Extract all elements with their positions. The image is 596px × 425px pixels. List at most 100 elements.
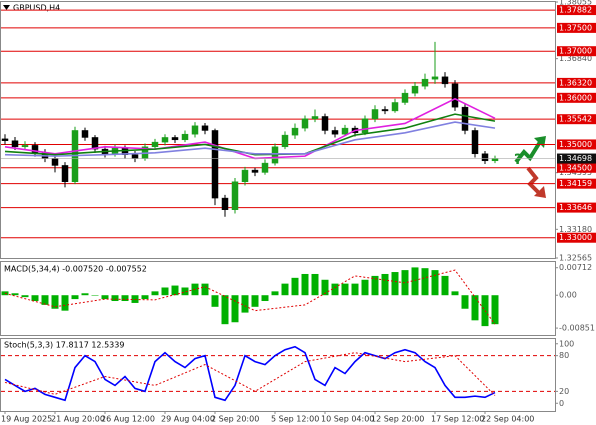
macd-bar [351, 283, 359, 296]
candle-body [181, 133, 189, 141]
candle-body [131, 154, 139, 159]
level-label-bg [557, 114, 596, 125]
symbol-menu-icon[interactable] [3, 5, 10, 10]
macd-bar [51, 295, 59, 309]
y-tick-label: 1.38055 [559, 0, 592, 7]
forecast-arrows: ? [514, 136, 546, 198]
y-tick-label: -0.00851 [559, 324, 595, 333]
macd-bar [411, 267, 419, 296]
macd-bar [261, 295, 269, 302]
candle-body [321, 116, 329, 131]
level-label: 1.35000 [559, 140, 592, 149]
candle-body [81, 130, 89, 138]
candle-body [91, 137, 99, 150]
candle-body [21, 145, 29, 148]
candle-body [301, 118, 309, 129]
macd-bar [461, 295, 469, 309]
macd-bar [91, 295, 99, 296]
macd-bar [241, 295, 249, 313]
macd-bar [421, 268, 429, 296]
macd-bar [281, 283, 289, 296]
chart-title: GBPUSD,H4 [13, 4, 60, 13]
macd-bar [341, 283, 349, 296]
macd-bar [491, 295, 499, 325]
macd-bar [301, 273, 309, 296]
macd-bar [181, 287, 189, 296]
level-label-bg [557, 92, 596, 103]
up-arrow [514, 140, 542, 164]
candle-body [261, 162, 269, 173]
candle-body [381, 109, 389, 112]
macd-bar [271, 291, 279, 296]
candle-body [451, 83, 459, 108]
y-tick-label: 0 [559, 399, 564, 408]
stoch-panel [0, 338, 556, 412]
candle-body [391, 102, 399, 112]
y-tick-label: 1.36840 [559, 54, 592, 63]
candle-body [191, 125, 199, 135]
candle-body [471, 130, 479, 155]
macd-bar [471, 295, 479, 321]
last-price-bg [557, 153, 596, 164]
macd-bar [161, 287, 169, 296]
candle-body [251, 169, 259, 173]
x-tick-label: 26 Aug 12:00 [101, 415, 155, 424]
x-tick-label: 29 Aug 04:00 [161, 415, 215, 424]
level-label: 1.34500 [559, 163, 592, 172]
candle-body [241, 169, 249, 183]
macd-bar [321, 279, 329, 296]
macd-bar [71, 295, 79, 300]
macd-bar [11, 293, 19, 296]
macd-bar [31, 295, 39, 302]
level-label: 1.37000 [559, 47, 592, 56]
candle-body [211, 130, 219, 199]
macd-title: MACD(5,34,4) -0.007520 -0.007552 [4, 265, 147, 274]
candle-body [61, 165, 69, 183]
candle-body [291, 127, 299, 136]
macd-bar [121, 295, 129, 302]
down-arrow-head [534, 186, 546, 198]
y-tick-label: 80 [559, 351, 569, 360]
macd-bar [61, 295, 69, 311]
candle-body [11, 140, 19, 148]
x-tick-label: 22 Sep 04:00 [481, 415, 534, 424]
y-tick-label: 0.00 [559, 291, 577, 300]
macd-bar [331, 283, 339, 296]
candle-body [461, 106, 469, 131]
candle-body [371, 109, 379, 120]
up-arrow-head [534, 136, 546, 148]
macd-bar [311, 273, 319, 296]
x-tick-label: 19 Aug 2025 [1, 415, 52, 424]
candle-body [341, 127, 349, 135]
level-label: 1.37882 [559, 6, 592, 15]
candle-body [311, 116, 319, 120]
candle-body [221, 197, 229, 210]
macd-bar [41, 295, 49, 305]
macd-bar [291, 277, 299, 296]
indicator-line [4, 121, 496, 157]
candle-body [411, 85, 419, 94]
level-label-bg [557, 77, 596, 88]
level-label: 1.33646 [559, 203, 592, 212]
y-tick-label: 1.33180 [559, 225, 592, 234]
macd-bar [231, 295, 239, 323]
macd-bar [391, 272, 399, 296]
x-tick-label: 17 Sep 12:00 [431, 415, 484, 424]
indicator-line [4, 113, 496, 156]
level-label-bg [557, 162, 596, 173]
macd-bar [211, 295, 219, 307]
candle-body [361, 118, 369, 134]
macd-bar [171, 285, 179, 296]
x-tick-label: 5 Sep 12:00 [271, 415, 319, 424]
candle-body [201, 125, 209, 131]
macd-bar [221, 295, 229, 325]
indicator-line [4, 269, 496, 325]
macd-bar [111, 295, 119, 302]
macd-bar [381, 273, 389, 296]
candle-body [171, 137, 179, 141]
y-tick-label: 0.00712 [559, 263, 592, 272]
y-tick-label: 100 [559, 339, 574, 348]
macd-bar [441, 275, 449, 296]
